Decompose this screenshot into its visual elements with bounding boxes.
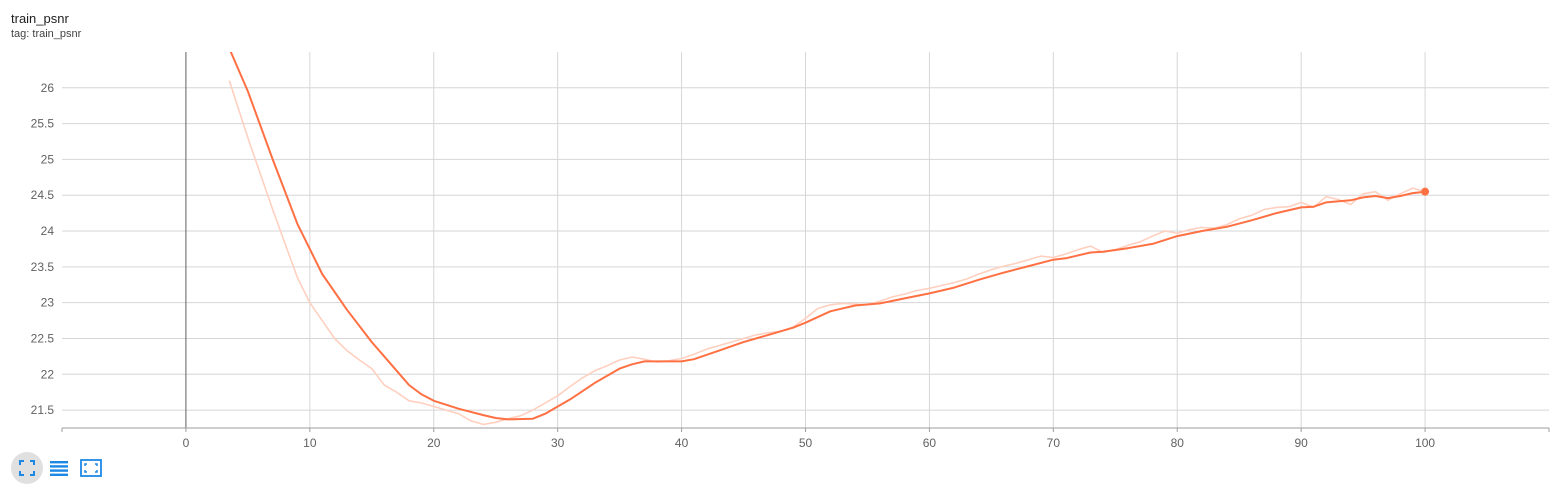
series-line-smoothed bbox=[229, 52, 1426, 421]
x-tick-label: 30 bbox=[551, 436, 565, 450]
y-tick-label: 23 bbox=[41, 296, 55, 310]
x-tick-label: 80 bbox=[1171, 436, 1185, 450]
reset-zoom-button[interactable] bbox=[75, 452, 107, 484]
chart-tag-label: tag: train_psnr bbox=[11, 28, 82, 40]
x-tick-label: 60 bbox=[923, 436, 937, 450]
fit-domain-button[interactable] bbox=[11, 452, 43, 484]
chart-toolbar bbox=[11, 452, 107, 484]
grid bbox=[62, 52, 1549, 428]
x-tick-label: 0 bbox=[183, 436, 190, 450]
axes bbox=[61, 427, 1550, 432]
y-tick-label: 22.5 bbox=[31, 331, 55, 345]
y-tick-label: 22 bbox=[41, 367, 55, 381]
x-tick-label: 90 bbox=[1294, 436, 1308, 450]
series-last-point[interactable] bbox=[1421, 187, 1430, 196]
y-tick-label: 25.5 bbox=[31, 117, 55, 131]
toggle-log-scale-button[interactable] bbox=[43, 452, 75, 484]
series-layer bbox=[228, 52, 1426, 426]
y-tick-label: 23.5 bbox=[31, 260, 55, 274]
x-tick-label: 40 bbox=[675, 436, 689, 450]
y-tick-label: 26 bbox=[41, 81, 55, 95]
x-tick-label: 100 bbox=[1415, 436, 1435, 450]
x-tick-label: 20 bbox=[427, 436, 441, 450]
reset-zoom-icon bbox=[80, 459, 102, 477]
x-tick-label: 10 bbox=[303, 436, 317, 450]
fit-domain-icon bbox=[19, 460, 35, 476]
chart-title: train_psnr bbox=[11, 11, 69, 26]
x-tick-label: 50 bbox=[799, 436, 813, 450]
y-tick-label: 21.5 bbox=[31, 403, 55, 417]
y-tick-label: 24 bbox=[41, 224, 55, 238]
y-tick-label: 24.5 bbox=[31, 188, 55, 202]
toggle-log-scale-icon bbox=[50, 461, 68, 476]
x-tick-label: 70 bbox=[1047, 436, 1061, 450]
tick-labels: 21.5 22 22.5 23 23.5 24 24.5 25 25.5 26 0 10 20 30 40 5… bbox=[31, 81, 1436, 450]
y-tick-label: 25 bbox=[41, 152, 55, 166]
series-line-raw bbox=[228, 80, 1426, 426]
